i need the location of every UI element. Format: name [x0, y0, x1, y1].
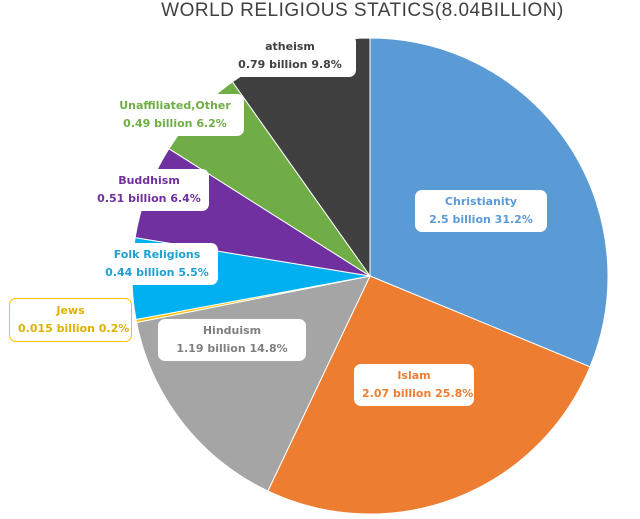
- data-label-unaffiliated-other: Unaffiliated,Other 0.49 billion 6.2%: [106, 94, 244, 136]
- data-label-islam: Islam 2.07 billion 25.8%: [354, 364, 474, 406]
- data-label-name: Christianity: [444, 195, 518, 208]
- data-label-folk-religions: Folk Religions 0.44 billion 5.5%: [96, 243, 218, 285]
- data-label-value: 0.51 billion 6.4%: [97, 192, 201, 205]
- data-label-buddhism: Buddhism 0.51 billion 6.4%: [89, 169, 209, 211]
- data-label-name: atheism: [265, 40, 315, 53]
- data-label-value: 0.49 billion 6.2%: [123, 117, 227, 130]
- data-label-value: 0.015 billion 0.2%: [18, 322, 130, 335]
- data-label-christianity: Christianity 2.5 billion 31.2%: [415, 190, 547, 232]
- data-label-hinduism: Hinduism 1.19 billion 14.8%: [158, 319, 306, 361]
- data-label-value: 2.5 billion 31.2%: [429, 213, 533, 226]
- data-label-value: 1.19 billion 14.8%: [176, 342, 288, 355]
- data-label-value: 2.07 billion 25.8%: [362, 387, 474, 400]
- data-label-name: Jews: [56, 304, 85, 317]
- data-label-value: 0.44 billion 5.5%: [105, 266, 209, 279]
- data-label-name: Islam: [397, 369, 431, 382]
- data-label-atheism: atheism 0.79 billion 9.8%: [224, 35, 356, 77]
- data-label-name: Hinduism: [202, 324, 262, 337]
- data-label-value: 0.79 billion 9.8%: [238, 58, 342, 71]
- data-label-jews: Jews 0.015 billion 0.2%: [9, 298, 132, 342]
- chart-title: WORLD RELIGIOUS STATICS(8.04BILLION): [161, 0, 564, 21]
- data-label-name: Buddhism: [118, 174, 180, 187]
- data-label-name: Unaffiliated,Other: [119, 99, 231, 112]
- data-label-name: Folk Religions: [113, 248, 201, 261]
